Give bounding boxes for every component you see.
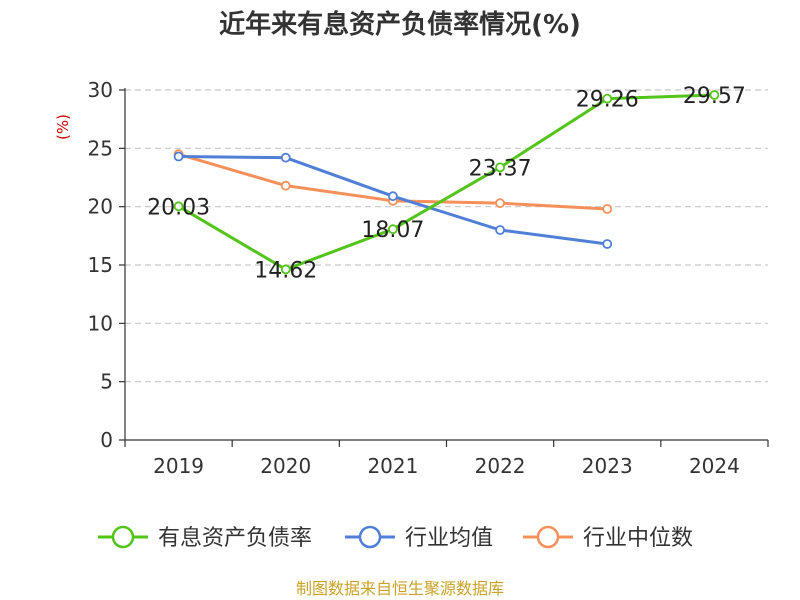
y-tick-label: 10 bbox=[88, 311, 113, 335]
data-label: 29.57 bbox=[683, 84, 746, 109]
grid-lines bbox=[125, 89, 768, 383]
source-note: 制图数据来自恒生聚源数据库 bbox=[296, 579, 504, 598]
x-tick-label: 2023 bbox=[582, 454, 633, 478]
legend-label: 行业均值 bbox=[405, 526, 493, 551]
data-point bbox=[280, 180, 291, 191]
data-point bbox=[602, 93, 613, 104]
data-point bbox=[173, 201, 184, 212]
legend-swatch-marker bbox=[111, 525, 135, 549]
y-tick-label: 15 bbox=[88, 253, 113, 277]
data-point bbox=[173, 151, 184, 162]
y-tick-label: 25 bbox=[88, 136, 113, 160]
data-point bbox=[495, 198, 505, 209]
y-axis-label: (%) bbox=[54, 114, 72, 140]
data-label: 18.07 bbox=[361, 218, 424, 243]
data-point bbox=[602, 204, 613, 214]
data-point bbox=[495, 162, 505, 173]
x-tick-label: 2024 bbox=[689, 454, 740, 478]
y-tick-label: 0 bbox=[100, 428, 113, 452]
legend-swatch-marker bbox=[536, 525, 560, 549]
data-point bbox=[388, 191, 398, 202]
data-label: 14.62 bbox=[254, 258, 317, 283]
y-tick-label: 30 bbox=[88, 78, 113, 102]
x-tick-label: 2020 bbox=[260, 454, 311, 478]
data-point bbox=[280, 152, 291, 163]
legend: 有息资产负债率 行业均值 行业中位数 bbox=[98, 525, 693, 551]
x-tick-label: 2021 bbox=[367, 454, 418, 478]
x-tick-label: 2022 bbox=[475, 454, 526, 478]
data-point bbox=[280, 264, 291, 275]
data-labels: 20.03 14.62 18.07 23.37 29.26 29.57 bbox=[147, 84, 746, 283]
series-group bbox=[173, 90, 720, 275]
data-point bbox=[602, 239, 613, 249]
series-line bbox=[177, 93, 715, 271]
legend-label: 行业中位数 bbox=[583, 526, 693, 551]
y-tick-label: 5 bbox=[100, 370, 113, 394]
data-point bbox=[495, 225, 505, 235]
data-label: 20.03 bbox=[147, 195, 210, 220]
legend-swatch-marker bbox=[358, 525, 382, 549]
chart-title: 近年来有息资产负债率情况(%) bbox=[219, 9, 581, 40]
legend-label: 有息资产负债率 bbox=[158, 526, 312, 551]
axes: 0 5 10 15 20 25 30 2019 2020 2021 2022 2023 2024 bbox=[88, 78, 769, 478]
data-label: 23.37 bbox=[469, 156, 532, 181]
x-tick-label: 2019 bbox=[153, 454, 204, 478]
data-label: 29.26 bbox=[576, 88, 639, 113]
y-tick-label: 20 bbox=[88, 195, 113, 219]
data-point bbox=[388, 224, 398, 235]
data-point bbox=[709, 90, 720, 100]
